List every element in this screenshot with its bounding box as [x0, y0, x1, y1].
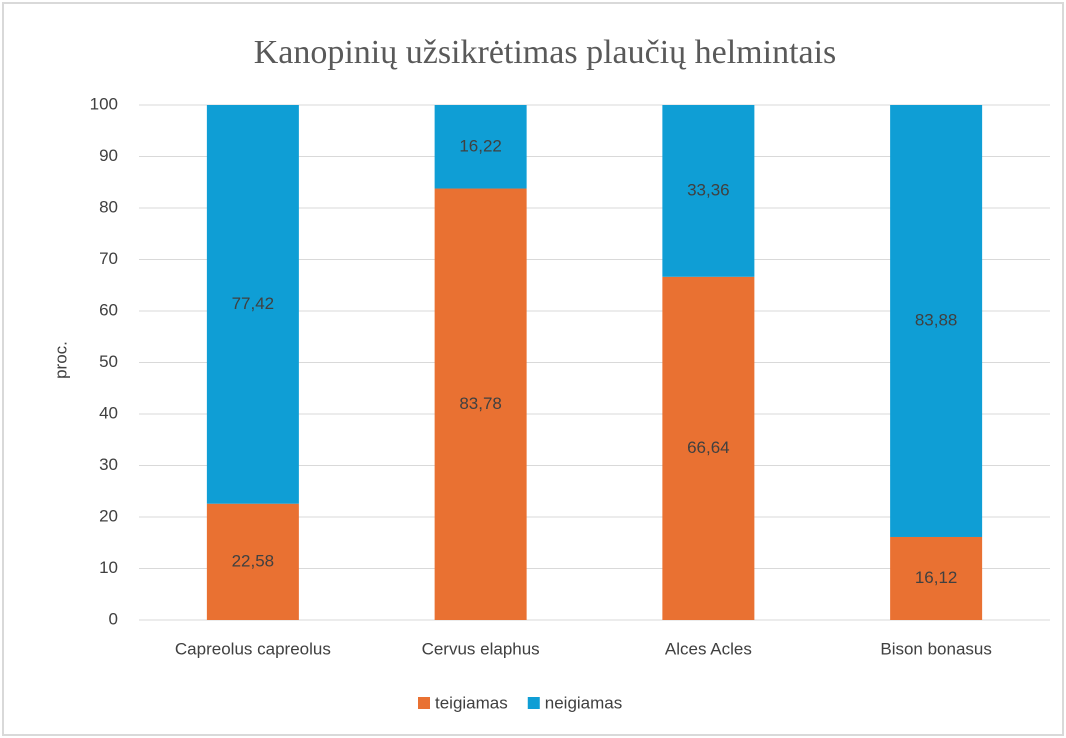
y-tick-label: 30 — [99, 455, 118, 474]
data-label: 77,42 — [232, 294, 275, 313]
bar-segment — [890, 536, 983, 620]
y-tick-label: 60 — [99, 300, 118, 319]
y-tick-label: 0 — [109, 609, 118, 628]
x-tick-label: Alces Acles — [665, 639, 752, 658]
x-tick-label: Bison bonasus — [880, 639, 992, 658]
y-tick-label: 100 — [90, 94, 118, 113]
legend-label: neigiamas — [545, 693, 623, 712]
legend-swatch — [418, 697, 430, 709]
legend-label: teigiamas — [435, 693, 508, 712]
bar-segment — [206, 105, 299, 504]
y-tick-label: 50 — [99, 352, 118, 371]
data-label: 33,36 — [687, 180, 730, 199]
data-label: 16,12 — [915, 568, 958, 587]
y-tick-label: 20 — [99, 506, 118, 525]
y-axis-label: proc. — [51, 341, 70, 379]
y-tick-label: 90 — [99, 146, 118, 165]
data-label: 83,88 — [915, 310, 958, 329]
y-tick-label: 70 — [99, 249, 118, 268]
legend-swatch — [527, 697, 540, 709]
y-tick-label: 40 — [99, 403, 118, 422]
data-label: 16,22 — [459, 136, 502, 155]
data-label: 83,78 — [459, 394, 502, 413]
bar-segment — [662, 276, 755, 620]
chart-title: Kanopinių užsikrėtimas plaučių helmintai… — [254, 34, 837, 71]
y-tick-label: 80 — [99, 197, 118, 216]
y-tick-label: 10 — [99, 558, 118, 577]
data-label: 66,64 — [687, 438, 730, 457]
bar-segment — [662, 105, 755, 277]
bar-segment — [890, 105, 983, 537]
data-label: 22,58 — [232, 551, 275, 570]
bar-segment — [434, 188, 527, 620]
bar-segment — [206, 503, 299, 620]
x-tick-label: Cervus elaphus — [422, 639, 540, 658]
bar-segment — [434, 105, 527, 189]
x-tick-label: Capreolus capreolus — [175, 639, 331, 658]
